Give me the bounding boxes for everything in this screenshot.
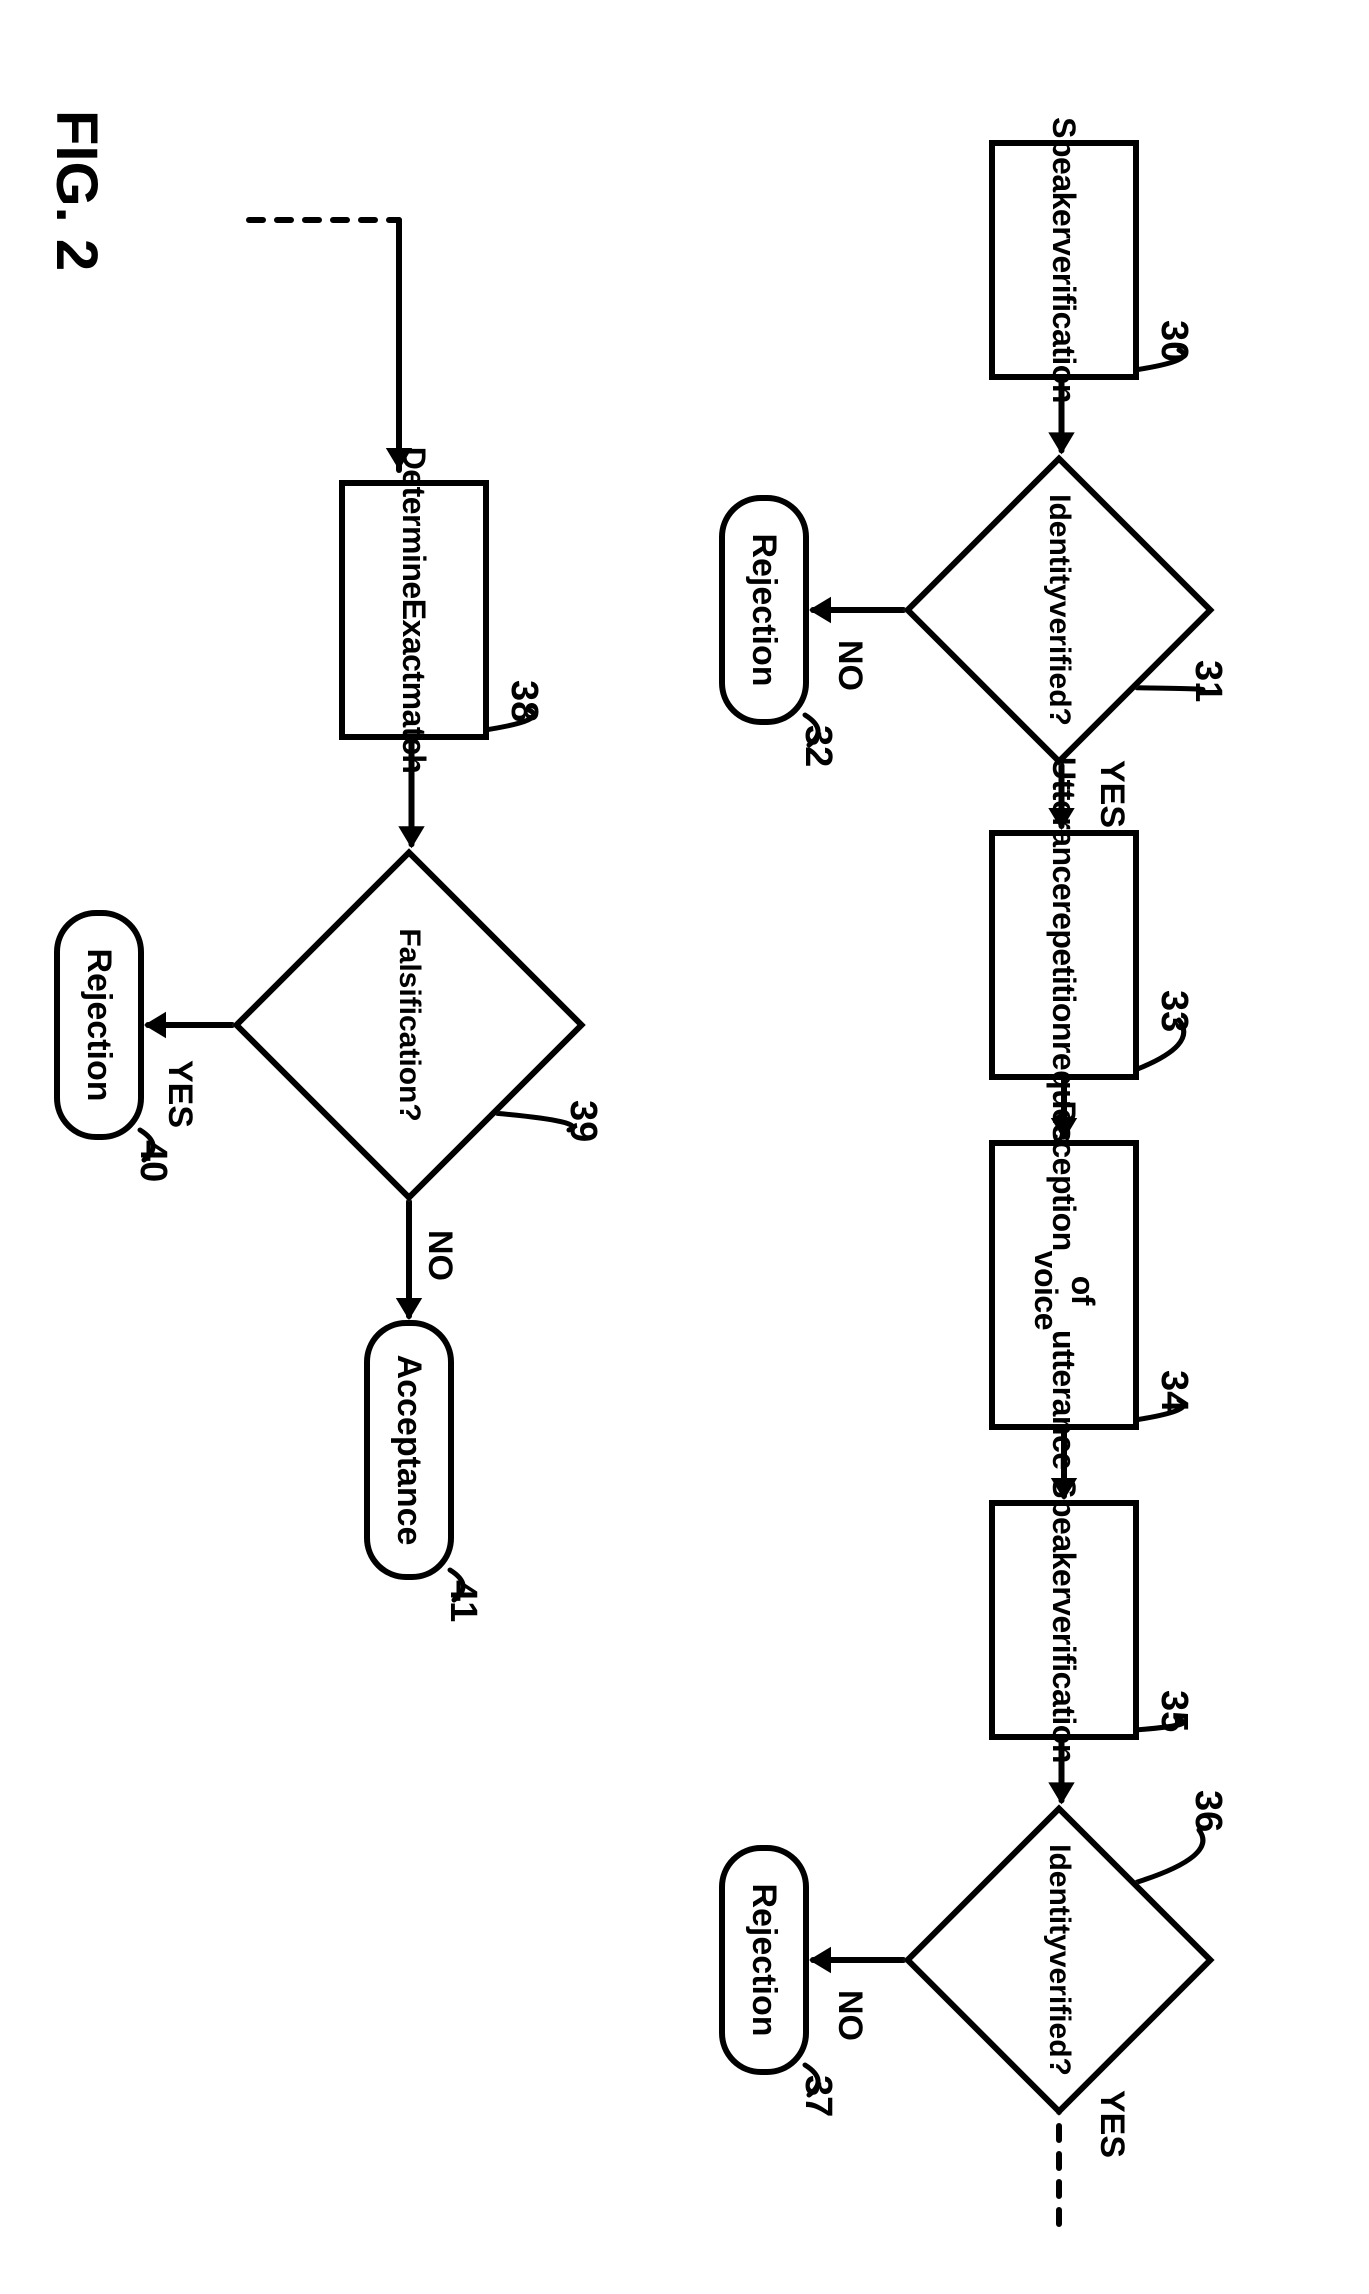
process-n30: Speakerverification — [989, 140, 1139, 380]
ref-num-39: 39 — [561, 1100, 604, 1142]
edge-label: YES — [1092, 760, 1131, 828]
process-n33: Utterancerepetitionrequest — [989, 830, 1139, 1080]
ref-num-31: 31 — [1186, 660, 1229, 702]
decision-n39: Falsification? — [284, 900, 534, 1150]
ref-num-33: 33 — [1152, 990, 1195, 1032]
edge-label: NO — [420, 1230, 459, 1281]
ref-num-30: 30 — [1152, 320, 1195, 362]
ref-num-37: 37 — [796, 2075, 839, 2117]
ref-num-41: 41 — [441, 1580, 484, 1622]
terminal-n32: Rejection — [719, 495, 809, 725]
edge-label: YES — [160, 1060, 199, 1128]
edge-label: YES — [1092, 2090, 1131, 2158]
decision-n31: Identityverified? — [949, 500, 1169, 720]
terminal-n37: Rejection — [719, 1845, 809, 2075]
ref-num-35: 35 — [1152, 1690, 1195, 1732]
terminal-n41: Acceptance — [364, 1320, 454, 1580]
ref-num-38: 38 — [502, 680, 545, 722]
flowchart-canvas: Speakerverification 30 Identityverified? 31… — [0, 0, 1369, 2294]
ref-num-34: 34 — [1152, 1370, 1195, 1412]
ref-num-40: 40 — [131, 1140, 174, 1182]
process-n35: Speakerverification — [989, 1500, 1139, 1740]
figure-label: FIG. 2 — [43, 110, 110, 271]
decision-n36: Identityverified? — [949, 1850, 1169, 2070]
process-n34: Receptionof voiceutterance — [989, 1140, 1139, 1430]
terminal-n40: Rejection — [54, 910, 144, 1140]
edge-label: NO — [830, 1990, 869, 2041]
ref-num-36: 36 — [1186, 1790, 1229, 1832]
edge-label: NO — [830, 640, 869, 691]
ref-num-32: 32 — [796, 725, 839, 767]
process-n38: DetermineExactmatch — [339, 480, 489, 740]
